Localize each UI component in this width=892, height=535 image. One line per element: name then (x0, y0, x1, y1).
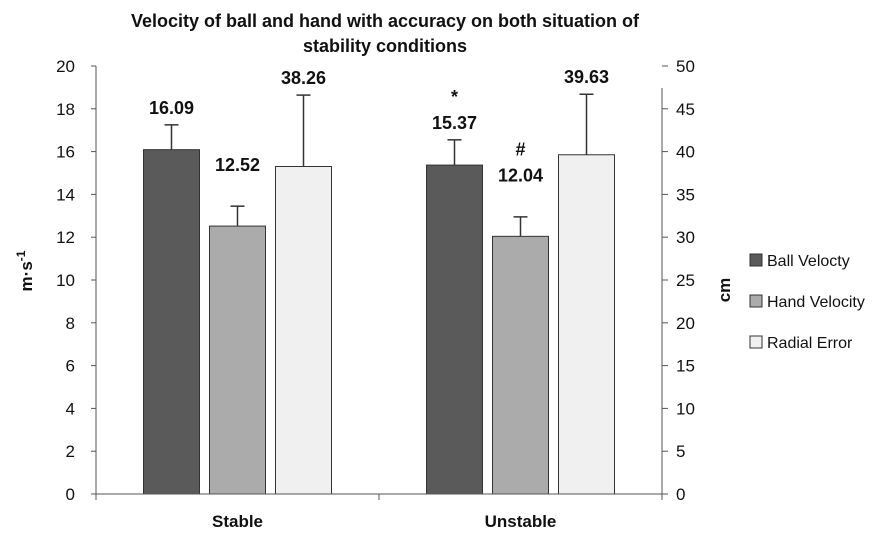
chart-title-line: stability conditions (303, 36, 467, 56)
left-tick-label: 20 (56, 57, 75, 76)
legend-swatch (749, 253, 763, 267)
data-label: 12.04 (498, 165, 543, 185)
data-label: 39.63 (564, 67, 609, 87)
bar-radial-error (275, 165, 332, 495)
data-label: 38.26 (281, 68, 326, 88)
right-tick-label: 30 (676, 228, 695, 247)
legend-swatch (749, 294, 763, 308)
right-tick-label: 20 (676, 314, 695, 333)
left-axis-label-base: m·s (17, 261, 36, 291)
bar-ball-velocty (143, 149, 200, 495)
bar-hand-velocity (209, 225, 266, 495)
left-axis-label: m·s-1 (14, 250, 36, 291)
data-label: 12.52 (215, 155, 260, 175)
left-tick-label: 14 (56, 185, 75, 204)
right-tick-label: 5 (676, 442, 685, 461)
data-label: 16.09 (149, 98, 194, 118)
data-label: 15.37 (432, 113, 477, 133)
left-tick-label: 18 (56, 100, 75, 119)
right-tick-label: 35 (676, 185, 695, 204)
left-tick-label: 12 (56, 228, 75, 247)
right-tick-label: 40 (676, 143, 695, 162)
right-tick-label: 45 (676, 100, 695, 119)
left-tick-label: 2 (66, 442, 75, 461)
x-axis: Stable Unstable (95, 493, 663, 531)
significance-mark: * (451, 87, 458, 107)
bar-radial-error (558, 154, 615, 495)
right-tick-label: 0 (676, 485, 685, 504)
right-tick-label: 10 (676, 399, 695, 418)
legend-swatch (749, 335, 763, 349)
category-label: Unstable (485, 512, 557, 531)
right-axis-label: cm (715, 278, 734, 303)
bar-series: 16.09 12.52 38.26 15.37 * 12.04 #39.63 (143, 67, 615, 495)
right-tick-label: 15 (676, 357, 695, 376)
left-tick-label: 16 (56, 143, 75, 162)
chart-title-line: Velocity of ball and hand with accuracy … (131, 11, 640, 31)
left-tick-label: 6 (66, 357, 75, 376)
legend-label: Ball Velocty (767, 253, 850, 270)
chart-title: Velocity of ball and hand with accuracy … (131, 11, 640, 56)
left-y-axis: 0 2 4 6 8 10 12 14 16 18 20 m·s-1 (14, 57, 97, 504)
legend-label: Radial Error (767, 335, 853, 352)
left-axis-label-superscript: -1 (14, 250, 28, 261)
right-tick-label: 50 (676, 57, 695, 76)
bar-hand-velocity (492, 235, 549, 495)
bar-ball-velocty (426, 164, 483, 495)
left-tick-label: 0 (66, 485, 75, 504)
category-label: Stable (212, 512, 263, 531)
left-tick-label: 8 (66, 314, 75, 333)
legend: Ball Velocty Hand Velocity Radial Error (749, 253, 865, 352)
right-y-axis: 0 5 10 15 20 25 30 35 40 45 50 cm (661, 57, 734, 504)
left-tick-label: 4 (66, 399, 75, 418)
legend-label: Hand Velocity (767, 294, 865, 311)
significance-mark: # (515, 139, 525, 159)
right-tick-label: 25 (676, 271, 695, 290)
left-tick-label: 10 (56, 271, 75, 290)
